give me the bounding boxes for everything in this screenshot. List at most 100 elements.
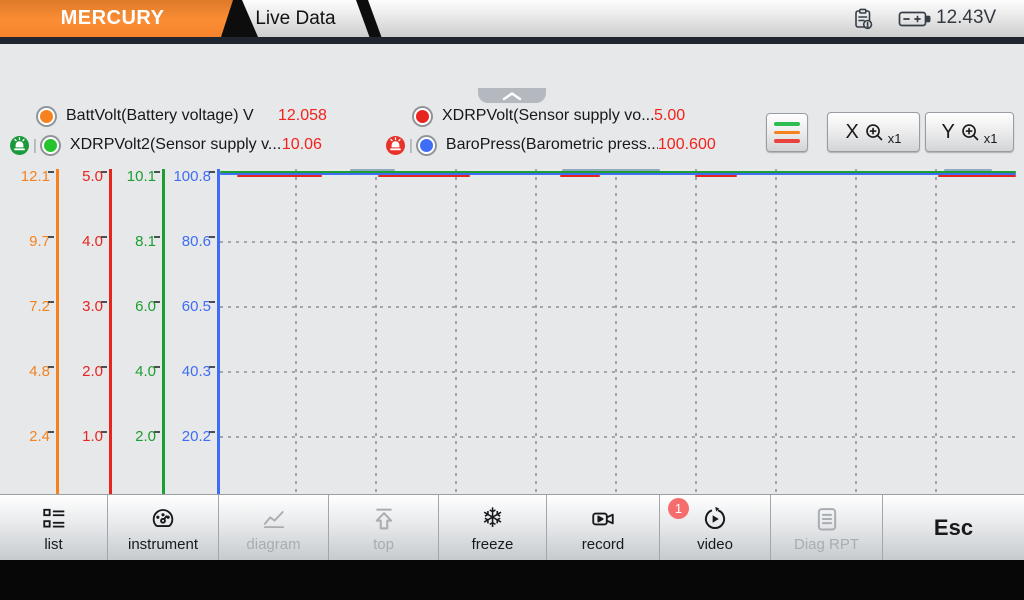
toolbar-button-label: diagram bbox=[246, 535, 301, 553]
gridline bbox=[695, 169, 697, 506]
toolbar-button-label: top bbox=[373, 535, 394, 553]
y-axis-tick-label: 1.0 bbox=[82, 428, 103, 445]
y-axis-tickmark bbox=[209, 171, 215, 173]
camera-record-icon bbox=[588, 504, 618, 534]
y-axis-tickmark bbox=[101, 366, 107, 368]
series-name: XDRPVolt2(Sensor supply v... bbox=[69, 136, 282, 153]
y-axis-tick-label: 2.4 bbox=[29, 428, 50, 445]
gridline bbox=[615, 169, 617, 506]
series-name: XDRPVolt(Sensor supply vo... bbox=[442, 107, 654, 124]
data-trace bbox=[237, 174, 322, 177]
data-trace bbox=[695, 174, 737, 177]
toolbar-button-instrument[interactable]: instrument bbox=[108, 495, 219, 561]
series-value: 100.600 bbox=[657, 136, 716, 153]
y-axis-tick-label: 80.6 bbox=[181, 233, 211, 250]
y-zoom-factor: x1 bbox=[983, 131, 998, 146]
gridline bbox=[775, 169, 777, 506]
y-axis-tick-label: 6.0 bbox=[135, 298, 156, 315]
y-axis-tick-label: 7.2 bbox=[29, 298, 50, 315]
series-lines-icon bbox=[774, 122, 800, 143]
data-trace bbox=[560, 174, 600, 177]
magnifier-plus-icon bbox=[962, 123, 979, 140]
series-color-dot bbox=[417, 136, 435, 154]
gridline bbox=[220, 436, 1016, 438]
tab-live-data[interactable]: Live Data bbox=[255, 8, 336, 29]
y-axis-tickmark bbox=[154, 366, 160, 368]
alarm-badge[interactable] bbox=[10, 135, 29, 155]
legend-separator: | bbox=[409, 136, 413, 154]
y-axis-tick-label: 4.8 bbox=[29, 363, 50, 380]
toolbar-button-freeze[interactable]: ❄ freeze bbox=[439, 495, 547, 561]
bottom-toolbar: list instrument diagram top ❄ freeze record 1 vi… bbox=[0, 494, 1024, 561]
data-trace bbox=[938, 174, 1016, 177]
y-axis-tick-label: 40.3 bbox=[181, 363, 211, 380]
legend-item[interactable]: XDRPVolt(Sensor supply vo... 5.00 bbox=[386, 104, 685, 128]
gridline bbox=[375, 169, 377, 506]
brand-tab-label: MERCURY bbox=[60, 7, 165, 29]
gridline bbox=[220, 306, 1016, 308]
diag-report-icon[interactable] bbox=[851, 7, 875, 31]
y-axis-tickmark bbox=[101, 171, 107, 173]
tab-brand[interactable]: MERCURY bbox=[0, 0, 233, 37]
toolbar-button-label: freeze bbox=[471, 535, 514, 553]
series-color-dot bbox=[414, 107, 431, 125]
top-bar: MERCURY Live Data 12.43V bbox=[0, 0, 1024, 37]
x-zoom-button[interactable]: X x1 bbox=[827, 112, 920, 152]
series-value: 10.06 bbox=[281, 136, 322, 153]
y-axis-tickmark bbox=[101, 236, 107, 238]
y-axis-tickmark bbox=[209, 431, 215, 433]
y-axis-tickmark bbox=[209, 366, 215, 368]
line-chart-icon bbox=[259, 504, 289, 534]
y-axis-tickmark bbox=[209, 301, 215, 303]
toolbar-button-label: list bbox=[44, 535, 63, 553]
toolbar-button-label: Diag RPT bbox=[793, 535, 860, 553]
gridline bbox=[935, 169, 937, 506]
tab-edge-decoration bbox=[356, 0, 382, 37]
toolbar-button-diag-rpt: Diag RPT bbox=[771, 495, 883, 561]
series-color-dot bbox=[41, 136, 59, 154]
y-axis-tick-label: 3.0 bbox=[82, 298, 103, 315]
android-nav-bar: DP VCI bbox=[0, 560, 1024, 600]
series-select-button[interactable] bbox=[766, 113, 808, 152]
chevron-up-icon bbox=[502, 91, 522, 100]
y-axis-tick-label: 12.1 bbox=[20, 168, 50, 185]
data-trace bbox=[220, 172, 1016, 175]
y-axis-tickmark bbox=[154, 171, 160, 173]
legend-item[interactable]: | BaroPress(Barometric press... 100.600 bbox=[386, 133, 716, 157]
arrow-up-icon bbox=[370, 504, 398, 534]
y-axis-tickmark bbox=[48, 171, 54, 173]
series-color-dot bbox=[38, 107, 55, 125]
alarm-badge[interactable] bbox=[386, 135, 405, 155]
toolbar-button-esc[interactable]: Esc bbox=[883, 495, 1024, 561]
collapse-handle[interactable] bbox=[478, 88, 546, 103]
toolbar-button-label: instrument bbox=[127, 535, 199, 553]
series-value: 12.058 bbox=[278, 107, 327, 124]
y-axis-1 bbox=[108, 169, 112, 506]
toolbar-button-video[interactable]: 1 video bbox=[660, 495, 771, 561]
y-axis-tickmark bbox=[154, 301, 160, 303]
y-axis-tick-label: 5.0 bbox=[82, 168, 103, 185]
legend-item[interactable]: | XDRPVolt2(Sensor supply v... 10.06 bbox=[10, 133, 322, 157]
data-trace bbox=[378, 174, 470, 177]
legend-item[interactable]: BattVolt(Battery voltage) V 12.058 bbox=[10, 104, 327, 128]
y-axis-2 bbox=[161, 169, 165, 506]
toolbar-button-list[interactable]: list bbox=[0, 495, 108, 561]
toolbar-button-record[interactable]: record bbox=[547, 495, 660, 561]
y-axis-tick-label: 100.8 bbox=[173, 168, 211, 185]
gridline bbox=[855, 169, 857, 506]
toolbar-button-label: record bbox=[581, 535, 625, 553]
y-axis-tick-label: 60.5 bbox=[181, 298, 211, 315]
gridline bbox=[220, 241, 1016, 243]
battery-icon bbox=[898, 11, 931, 27]
y-zoom-button[interactable]: Y x1 bbox=[925, 112, 1014, 152]
y-axis-tickmark bbox=[48, 301, 54, 303]
video-replay-icon bbox=[701, 504, 729, 534]
snowflake-icon: ❄ bbox=[481, 503, 504, 534]
alarm-siren-icon bbox=[386, 135, 405, 155]
y-axis-tick-label: 20.2 bbox=[181, 428, 211, 445]
y-axis-tickmark bbox=[48, 366, 54, 368]
gridline bbox=[535, 169, 537, 506]
y-axis-tickmark bbox=[154, 431, 160, 433]
y-axis-tickmark bbox=[48, 431, 54, 433]
toolbar-button-top: top bbox=[329, 495, 439, 561]
